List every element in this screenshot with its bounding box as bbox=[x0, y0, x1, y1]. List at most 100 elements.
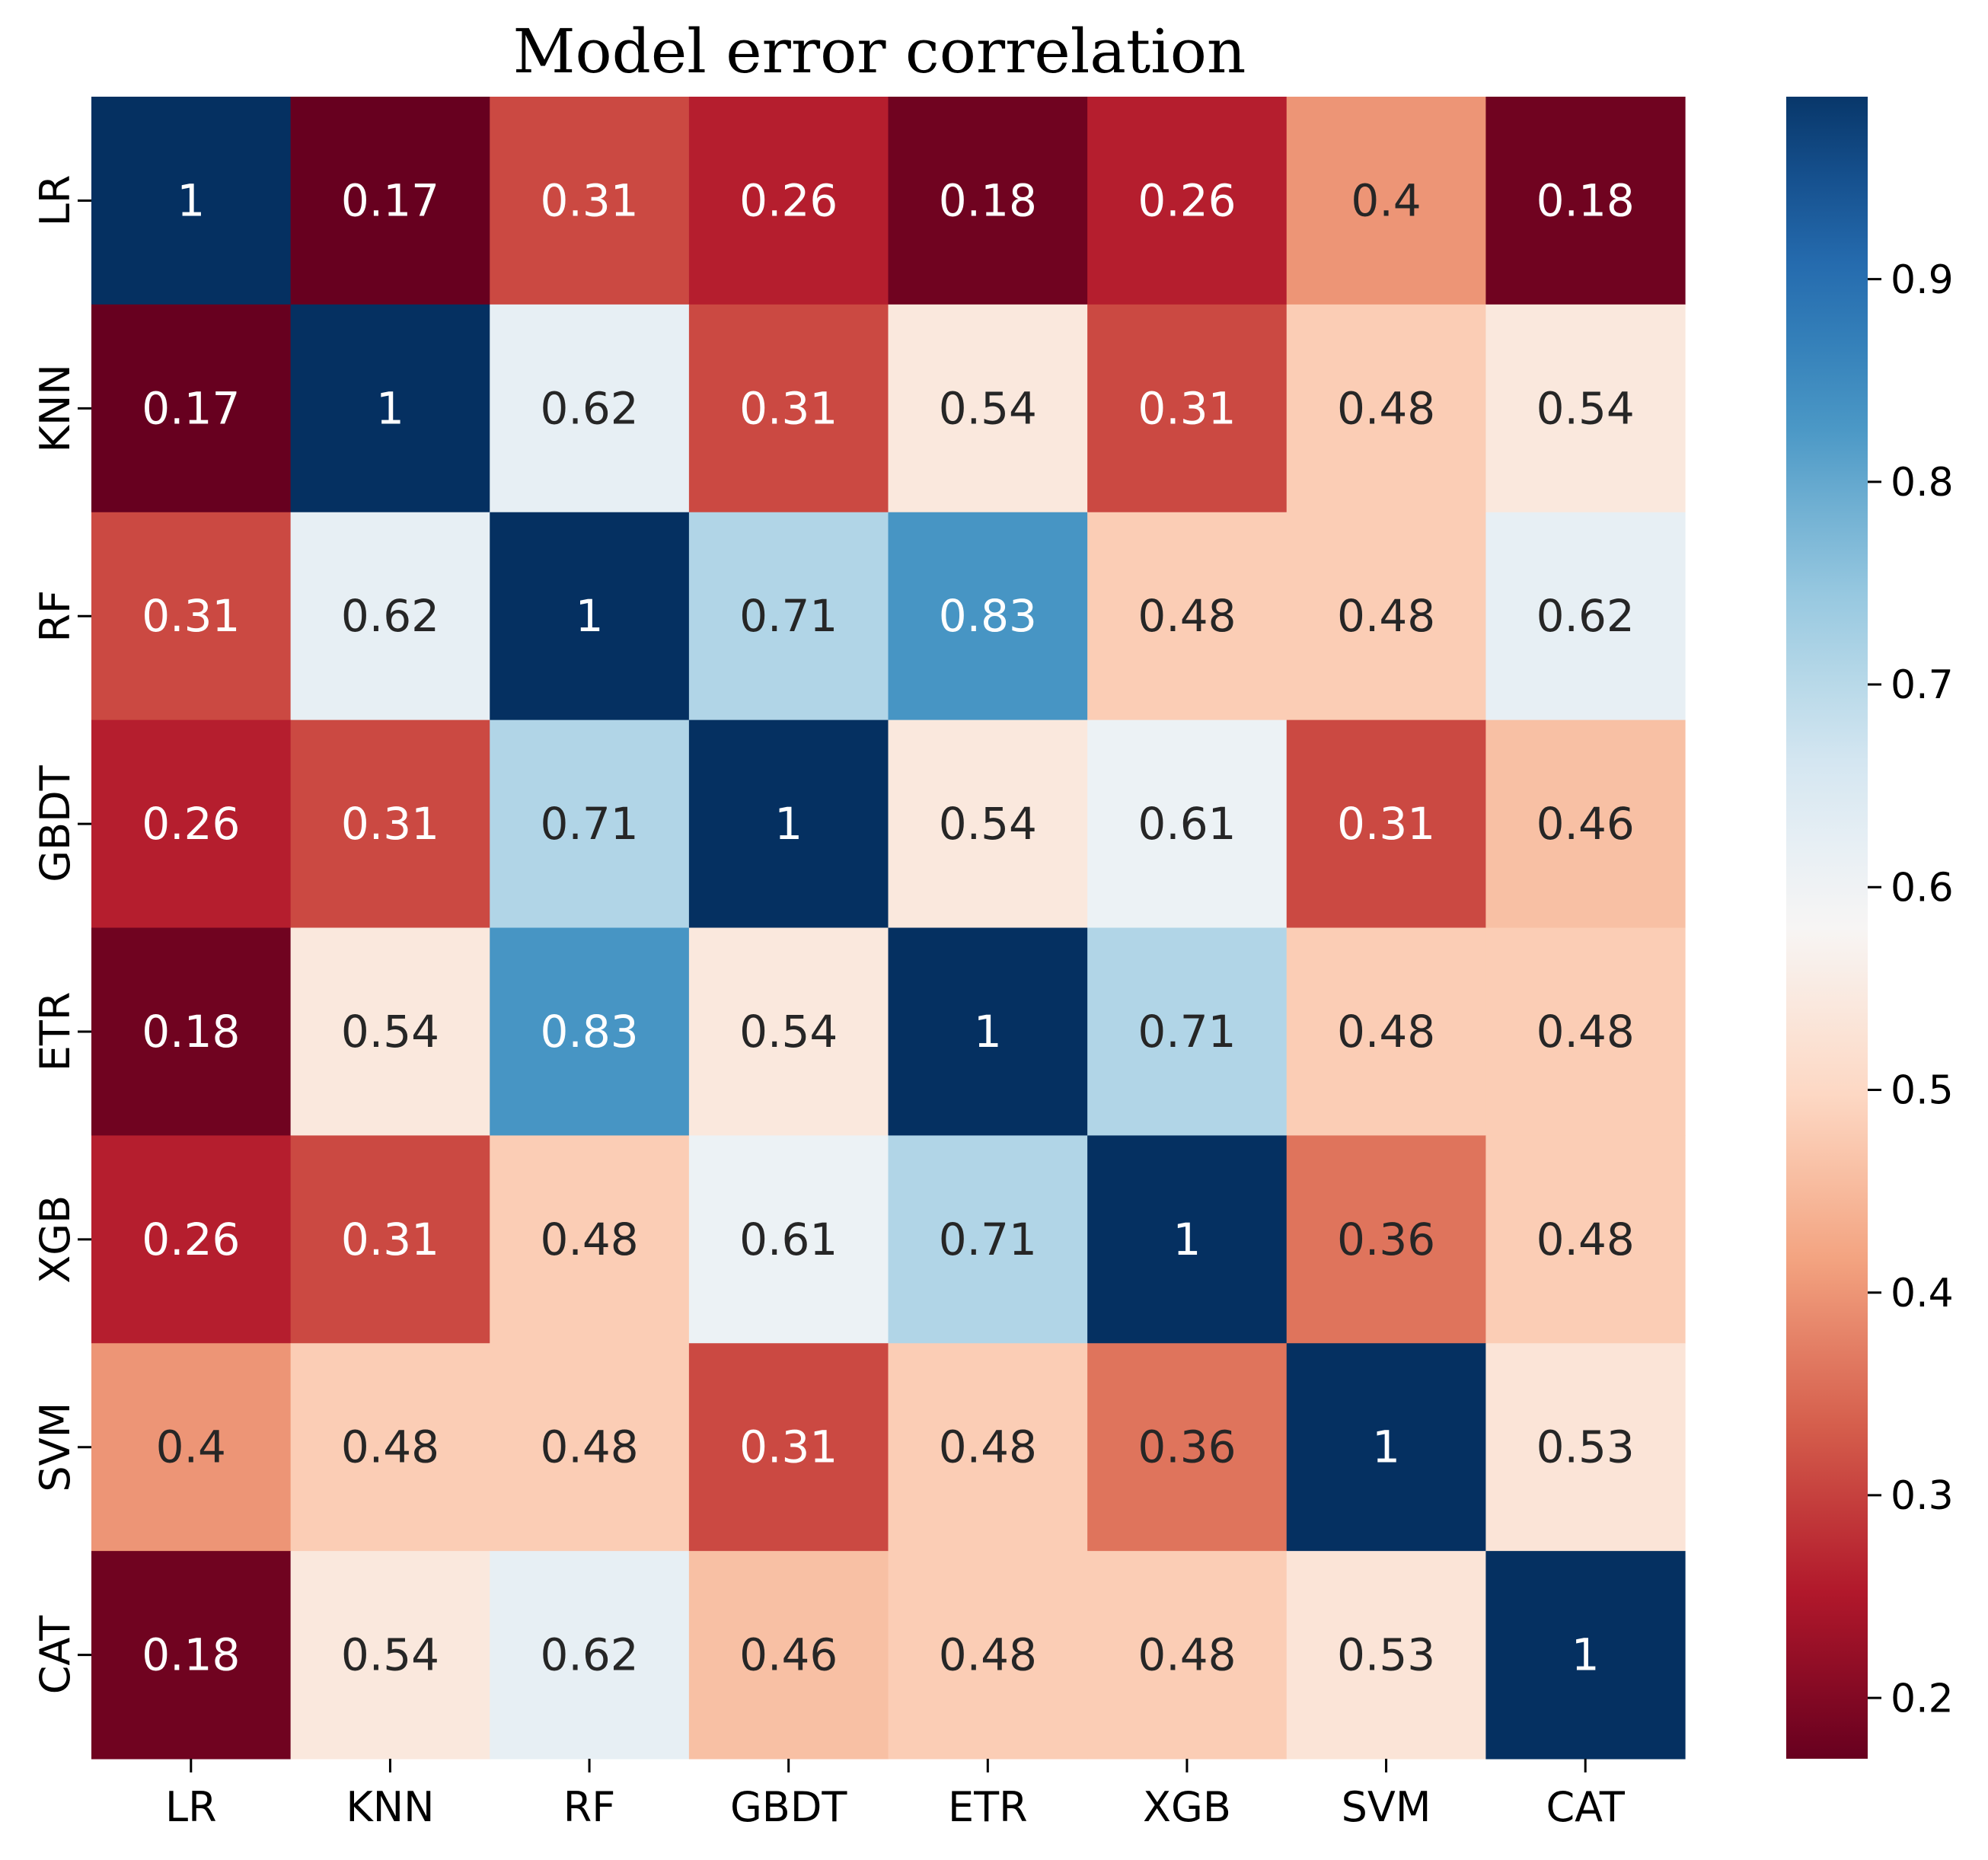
cell-value-label: 0.31 bbox=[1337, 798, 1435, 850]
heatmap-cell bbox=[1485, 927, 1686, 1136]
heatmap-cell bbox=[91, 304, 292, 513]
cell-value-label: 0.62 bbox=[540, 382, 638, 434]
cell-value-label: 0.61 bbox=[1138, 798, 1236, 850]
cell-value-label: 0.71 bbox=[1138, 1006, 1236, 1058]
heatmap-cell bbox=[1087, 512, 1288, 721]
y-tick-label: SVM bbox=[31, 1402, 79, 1492]
heatmap-cell bbox=[888, 97, 1088, 305]
cell-value-label: 0.18 bbox=[1536, 174, 1635, 226]
heatmap-cell bbox=[688, 512, 889, 721]
heatmap-cell bbox=[490, 927, 690, 1136]
heatmap-cell bbox=[91, 1551, 292, 1760]
colorbar-tick-label: 0.3 bbox=[1891, 1473, 1954, 1519]
cell-value-label: 0.62 bbox=[1536, 590, 1635, 642]
heatmap-cell bbox=[688, 719, 889, 929]
cell-value-label: 0.48 bbox=[1138, 590, 1236, 642]
cell-value-label: 0.26 bbox=[142, 1214, 240, 1265]
cell-value-label: 0.48 bbox=[341, 1421, 439, 1473]
cell-value-label: 0.31 bbox=[540, 174, 638, 226]
cell-value-label: 0.54 bbox=[1536, 382, 1635, 434]
heatmap-cell bbox=[490, 1135, 690, 1344]
cell-value-label: 0.48 bbox=[1536, 1214, 1635, 1265]
x-tick-label: SVM bbox=[1342, 1783, 1431, 1831]
cell-value-label: 0.18 bbox=[142, 1629, 240, 1681]
heatmap-cell bbox=[1286, 719, 1486, 929]
colorbar-tick-label: 0.5 bbox=[1891, 1068, 1954, 1114]
cell-value-label: 0.54 bbox=[939, 382, 1037, 434]
x-tick-label: RF bbox=[563, 1783, 616, 1831]
cell-value-label: 0.31 bbox=[1138, 382, 1236, 434]
x-axis: LR KNN RF GBDT ETR XGB SVM CAT bbox=[165, 1759, 1626, 1831]
x-tick-label: KNN bbox=[346, 1783, 434, 1831]
cell-value-label: 1 bbox=[1372, 1421, 1400, 1473]
cell-value-label: 0.48 bbox=[1337, 382, 1435, 434]
heatmap-cell bbox=[1087, 1343, 1288, 1552]
cell-value-label: 0.4 bbox=[156, 1421, 226, 1473]
cell-value-label: 1 bbox=[1572, 1629, 1600, 1681]
cell-value-label: 0.71 bbox=[739, 590, 838, 642]
heatmap-cells: 1 0.17 0.31 0.26 0.18 0.26 0.4 0.18 0.17 1 0.62 0.3… bbox=[91, 97, 1686, 1760]
heatmap-cell bbox=[490, 1343, 690, 1552]
heatmap-cell bbox=[1286, 927, 1486, 1136]
heatmap-cell bbox=[1485, 512, 1686, 721]
cell-value-label: 0.36 bbox=[1337, 1214, 1435, 1265]
heatmap-cell bbox=[290, 927, 490, 1136]
heatmap-cell bbox=[688, 304, 889, 513]
heatmap-cell bbox=[688, 1135, 889, 1344]
cell-value-label: 0.48 bbox=[1337, 590, 1435, 642]
heatmap-cell bbox=[490, 719, 690, 929]
cell-value-label: 0.31 bbox=[341, 1214, 439, 1265]
cell-value-label: 0.26 bbox=[1138, 174, 1236, 226]
colorbar: 0.2 0.3 0.4 0.5 0.6 0.7 0.8 0.9 bbox=[1786, 97, 1954, 1759]
cell-value-label: 0.83 bbox=[939, 590, 1037, 642]
x-tick-label: CAT bbox=[1546, 1783, 1625, 1831]
y-tick-label: RF bbox=[31, 590, 79, 643]
heatmap-cell bbox=[1286, 1135, 1486, 1344]
x-tick-label: XGB bbox=[1143, 1783, 1231, 1831]
heatmap-cell bbox=[1286, 1551, 1486, 1760]
heatmap-cell bbox=[1485, 1551, 1686, 1760]
y-tick-label: KNN bbox=[31, 364, 79, 452]
cell-value-label: 0.48 bbox=[1536, 1006, 1635, 1058]
y-tick-label: CAT bbox=[31, 1615, 79, 1694]
heatmap-cell bbox=[1286, 304, 1486, 513]
cell-value-label: 1 bbox=[1173, 1214, 1201, 1265]
cell-value-label: 0.31 bbox=[142, 590, 240, 642]
colorbar-gradient bbox=[1786, 97, 1868, 1759]
heatmap-cell bbox=[888, 927, 1088, 1136]
heatmap-cell bbox=[888, 1135, 1088, 1344]
cell-value-label: 0.31 bbox=[341, 798, 439, 850]
y-tick-label: XGB bbox=[31, 1195, 79, 1284]
heatmap-cell bbox=[290, 719, 490, 929]
heatmap-cell bbox=[1485, 97, 1686, 305]
cell-value-label: 0.46 bbox=[739, 1629, 838, 1681]
colorbar-tick-label: 0.9 bbox=[1891, 257, 1954, 303]
heatmap-cell bbox=[91, 1343, 292, 1552]
cell-value-label: 1 bbox=[974, 1006, 1002, 1058]
heatmap-cell bbox=[1087, 1551, 1288, 1760]
cell-value-label: 0.54 bbox=[939, 798, 1037, 850]
heatmap-cell bbox=[1286, 1343, 1486, 1552]
cell-value-label: 0.53 bbox=[1536, 1421, 1635, 1473]
heatmap-cell bbox=[888, 1343, 1088, 1552]
x-tick-label: ETR bbox=[948, 1783, 1028, 1831]
heatmap-cell bbox=[490, 1551, 690, 1760]
heatmap-cell bbox=[1286, 97, 1486, 305]
heatmap-cell bbox=[1485, 1135, 1686, 1344]
cell-value-label: 1 bbox=[774, 798, 803, 850]
heatmap-cell bbox=[1485, 1343, 1686, 1552]
heatmap-cell bbox=[1087, 1135, 1288, 1344]
cell-value-label: 0.26 bbox=[739, 174, 838, 226]
y-axis: LR KNN RF GBDT ETR XGB SVM CAT bbox=[31, 175, 91, 1694]
heatmap-cell bbox=[290, 1135, 490, 1344]
heatmap-cell bbox=[1087, 304, 1288, 513]
heatmap-cell bbox=[688, 1343, 889, 1552]
heatmap-cell bbox=[688, 97, 889, 305]
colorbar-tick-label: 0.7 bbox=[1891, 662, 1954, 708]
cell-value-label: 0.48 bbox=[939, 1629, 1037, 1681]
cell-value-label: 0.71 bbox=[540, 798, 638, 850]
cell-value-label: 0.62 bbox=[540, 1629, 638, 1681]
heatmap-cell bbox=[1087, 97, 1288, 305]
colorbar-tick-label: 0.4 bbox=[1891, 1271, 1954, 1316]
